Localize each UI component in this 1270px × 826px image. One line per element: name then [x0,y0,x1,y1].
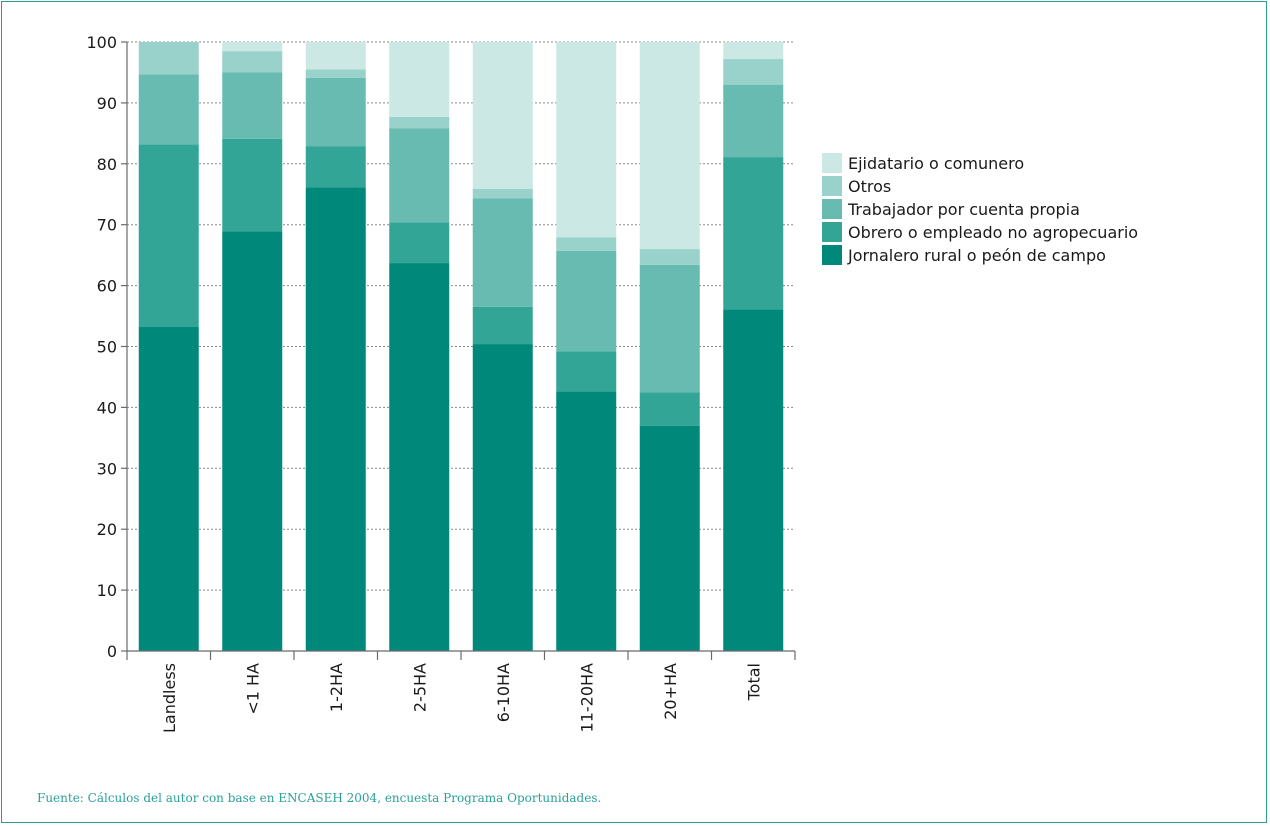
legend-swatch [822,153,842,173]
bar-segment [723,42,784,60]
legend-swatch [822,245,842,265]
x-tick-label: Total [744,663,763,701]
bar-segment [222,42,283,52]
bar-segment [389,222,450,264]
bar-segment [389,42,450,117]
bar-segment [222,231,283,652]
bar-segment [639,249,700,265]
legend-label: Ejidatario o comunero [848,154,1024,173]
bar-segment [389,116,450,129]
bar-segment [138,144,199,328]
bar-segment [305,77,366,147]
y-tick-label: 60 [97,277,117,296]
source-note: Fuente: Cálculos del autor con base en E… [37,791,602,805]
bar-segment [556,42,617,238]
bar-segment [472,344,533,651]
legend-label: Jornalero rural o peón de campo [847,246,1106,265]
bar-segment [556,237,617,251]
bar-segment [472,42,533,189]
x-tick-label: 1-2HA [327,663,346,712]
legend-swatch [822,176,842,196]
bar-segment [389,263,450,651]
legend-label: Obrero o empleado no agropecuario [848,223,1138,242]
bar-segment [472,188,533,199]
bar-segment [305,42,366,70]
bar-segment [639,42,700,250]
y-tick-label: 50 [97,338,117,357]
bar-segment [723,309,784,651]
x-tick-label: 6-10HA [494,663,513,722]
bar-segment [723,84,784,158]
bar-segment [472,198,533,307]
x-tick-label: Landless [160,663,179,733]
legend-label: Trabajador por cuenta propia [847,200,1080,219]
bar-segment [639,264,700,393]
y-tick-label: 0 [107,642,117,661]
bar-segment [222,51,283,73]
bar-segment [723,59,784,85]
y-tick-label: 10 [97,581,117,600]
bar-segment [305,69,366,78]
bar-segment [556,250,617,352]
bar-segment [222,138,283,232]
stacked-bar-chart: 0 10 20 30 40 50 60 70 80 90 100 Landless <1 HA 1-2HA… [86,33,1138,733]
bar-segment [138,42,199,75]
bar-segment [138,74,199,145]
bar-segment [305,187,366,651]
y-tick-label: 40 [97,398,117,417]
y-tick-label: 70 [97,216,117,235]
bar-segment [556,391,617,651]
y-tick-label: 90 [97,94,117,113]
x-tick-label: 20+HA [661,663,680,720]
legend-swatch [822,199,842,219]
bar-segment [472,306,533,345]
y-tick-label: 20 [97,520,117,539]
bar-segment [138,327,199,651]
x-tick-label: 2-5HA [410,663,429,712]
legend-swatch [822,222,842,242]
bar-segment [639,392,700,426]
x-tick-label: 11-20HA [577,663,596,733]
x-tick-label: <1 HA [243,663,262,715]
bar-segment [305,146,366,188]
y-tick-label: 80 [97,155,117,174]
bar-segment [723,157,784,310]
y-tick-label: 30 [97,459,117,478]
y-tick-label: 100 [86,33,117,52]
bar-segment [389,128,450,223]
bar-segment [639,425,700,651]
bar-segment [556,351,617,392]
legend-label: Otros [848,177,891,196]
bar-segment [222,72,283,139]
